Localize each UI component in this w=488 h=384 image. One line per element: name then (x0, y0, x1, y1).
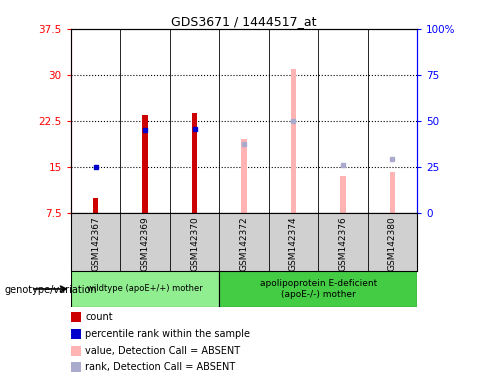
Bar (241, 139, 247, 213)
Bar (389, 172, 395, 213)
Bar (290, 69, 297, 213)
Text: GSM142374: GSM142374 (289, 216, 298, 271)
Bar (191, 113, 198, 213)
Title: GDS3671 / 1444517_at: GDS3671 / 1444517_at (171, 15, 317, 28)
Bar (340, 176, 346, 213)
Text: rank, Detection Call = ABSENT: rank, Detection Call = ABSENT (85, 362, 236, 372)
Text: wildtype (apoE+/+) mother: wildtype (apoE+/+) mother (87, 285, 203, 293)
Text: genotype/variation: genotype/variation (5, 285, 98, 295)
Text: value, Detection Call = ABSENT: value, Detection Call = ABSENT (85, 346, 241, 356)
Text: count: count (85, 312, 113, 322)
FancyBboxPatch shape (219, 271, 417, 307)
Text: GSM142367: GSM142367 (91, 216, 100, 271)
Bar (142, 115, 148, 213)
Text: percentile rank within the sample: percentile rank within the sample (85, 329, 250, 339)
Text: GSM142369: GSM142369 (141, 216, 149, 271)
Text: GSM142370: GSM142370 (190, 216, 199, 271)
Text: GSM142372: GSM142372 (240, 216, 248, 271)
Text: GSM142376: GSM142376 (339, 216, 347, 271)
Text: apolipoprotein E-deficient
(apoE-/-) mother: apolipoprotein E-deficient (apoE-/-) mot… (260, 279, 377, 299)
FancyBboxPatch shape (71, 271, 219, 307)
Text: GSM142380: GSM142380 (388, 216, 397, 271)
Bar (93, 198, 99, 213)
